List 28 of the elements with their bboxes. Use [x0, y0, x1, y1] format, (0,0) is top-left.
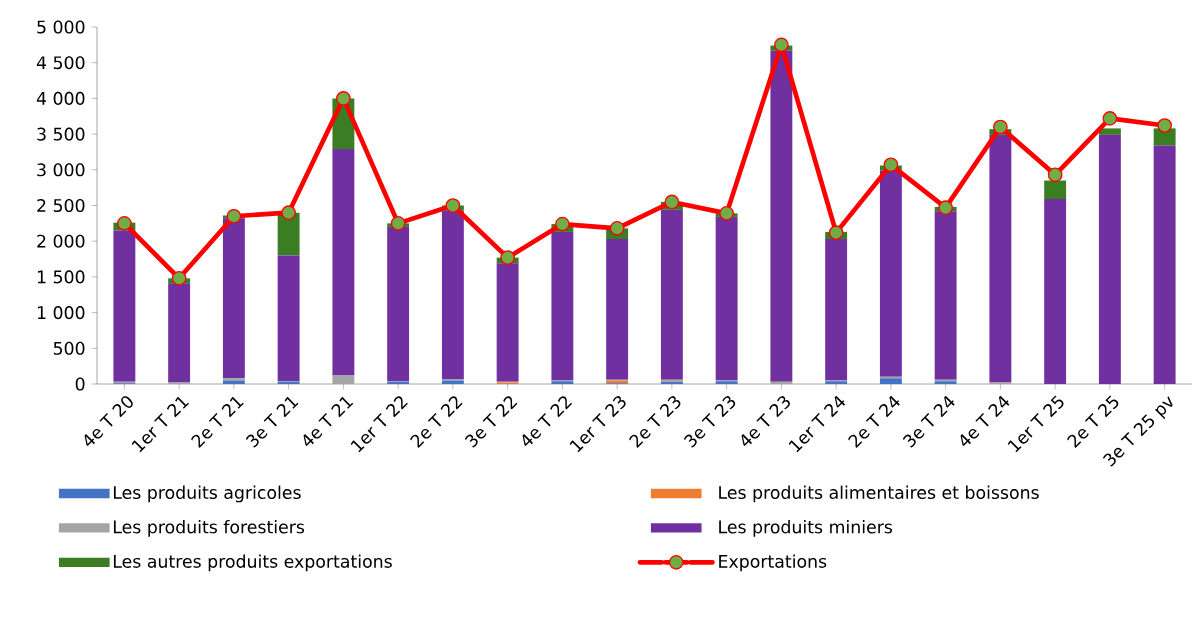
y-tick-label: 500	[53, 341, 85, 355]
x-tick-label: 4e T 23	[741, 396, 790, 447]
y-tick-label: 1 500	[37, 270, 85, 284]
x-tick-label: 2e T 22	[410, 396, 463, 448]
x-tick-label: 4e T 20	[84, 396, 133, 447]
legend-label: Exportations	[719, 554, 827, 572]
legend-label: Les produits forestiers	[113, 520, 305, 537]
legend-label: Les produits alimentaires et boissons	[719, 485, 1039, 503]
y-tick-label: 1 000	[37, 306, 85, 320]
x-tick-label: 2e T 21	[191, 396, 244, 448]
y-tick-label: 4 500	[36, 56, 85, 70]
x-tick-label: 2e T 25	[1067, 395, 1119, 448]
y-tick-label: 3 500	[37, 127, 85, 141]
x-tick-label: 3e T 21	[245, 396, 299, 448]
y-tick-label: 2 500	[37, 198, 85, 213]
legend-label: Les autres produits exportations	[113, 554, 392, 572]
x-tick-label: 3e T 24	[902, 395, 955, 448]
y-tick-label: 4 000	[36, 91, 85, 105]
x-tick-label: 2e T 23	[629, 396, 681, 448]
y-tick-label: 3 000	[37, 163, 85, 177]
legend-label: Les produits miniers	[719, 520, 893, 537]
y-tick-label: 0	[75, 377, 85, 391]
legend-label: Les produits agricoles	[113, 485, 301, 503]
y-tick-label: 2 000	[37, 234, 85, 248]
y-tick-label: 5 000	[37, 20, 85, 34]
x-tick-label: 3e T 23	[683, 396, 736, 448]
x-tick-label: 2e T 24	[848, 395, 900, 448]
x-tick-label: 3e T 22	[464, 396, 518, 448]
